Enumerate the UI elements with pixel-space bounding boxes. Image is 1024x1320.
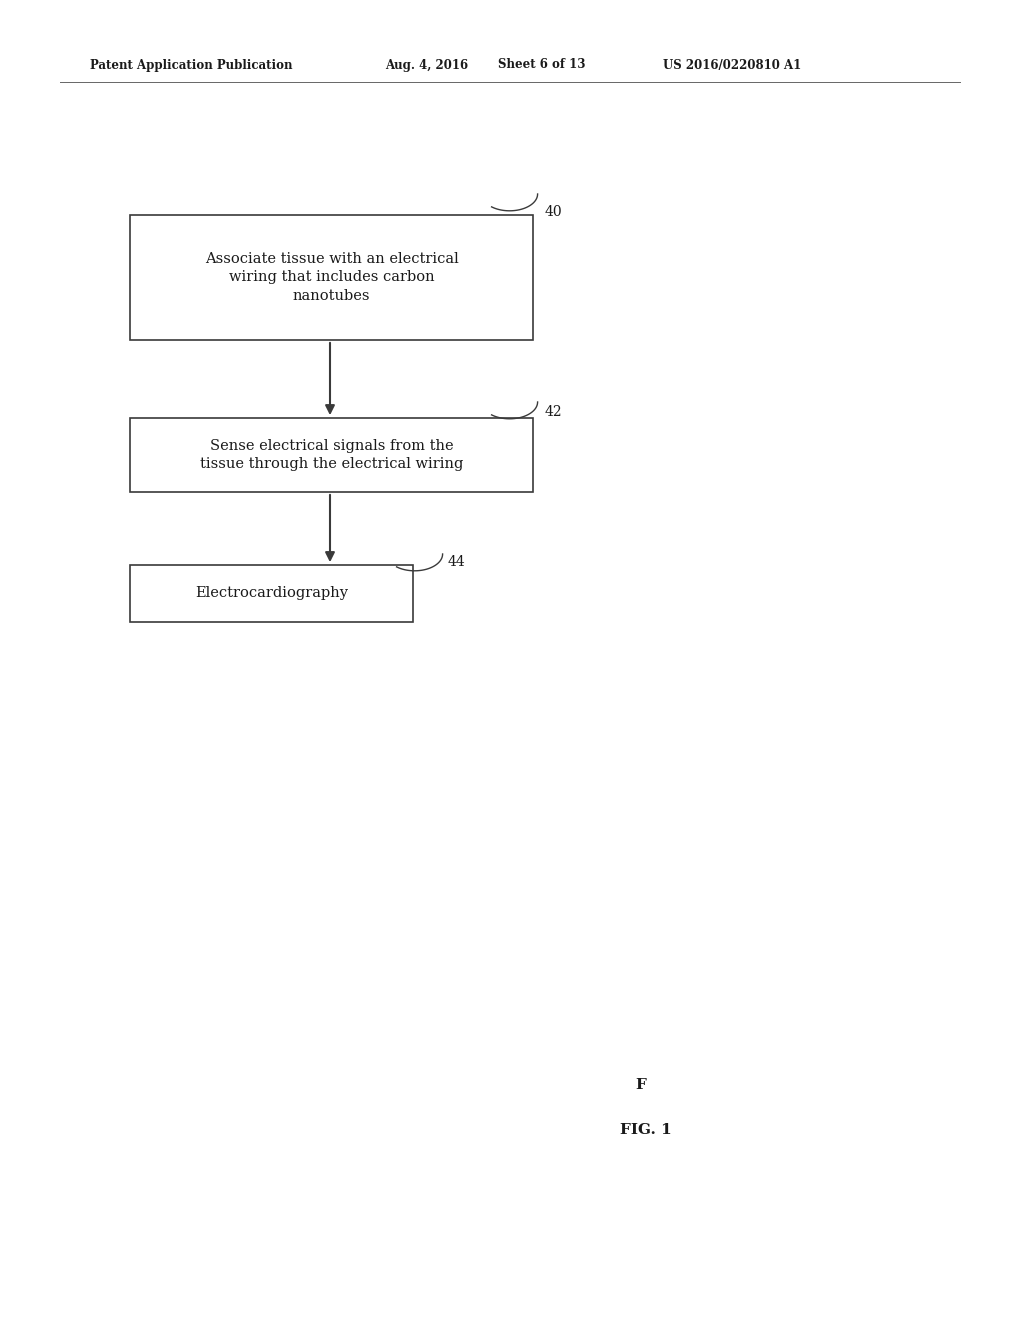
Text: Aug. 4, 2016: Aug. 4, 2016	[385, 58, 468, 71]
Text: Patent Application Publication: Patent Application Publication	[90, 58, 293, 71]
Text: US 2016/0220810 A1: US 2016/0220810 A1	[663, 58, 801, 71]
Bar	[130, 565, 413, 622]
Text: F: F	[635, 1078, 646, 1092]
Text: Sense electrical signals from the
tissue through the electrical wiring: Sense electrical signals from the tissue…	[200, 438, 463, 471]
Text: 42: 42	[545, 405, 562, 418]
Text: FIG. 1: FIG. 1	[620, 1123, 672, 1137]
Text: Electrocardiography: Electrocardiography	[195, 586, 348, 601]
Text: Associate tissue with an electrical
wiring that includes carbon
nanotubes: Associate tissue with an electrical wiri…	[205, 252, 459, 302]
Text: Sheet 6 of 13: Sheet 6 of 13	[498, 58, 586, 71]
Text: 44: 44	[449, 554, 466, 569]
Bar	[130, 418, 534, 492]
Bar	[130, 215, 534, 341]
Text: 40: 40	[545, 205, 562, 219]
